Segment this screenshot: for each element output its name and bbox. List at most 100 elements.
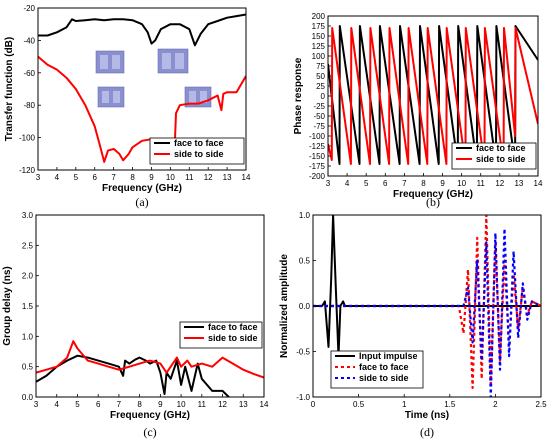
inset-antenna-right [113, 91, 120, 103]
y-tick-label: 0 [321, 92, 326, 101]
x-tick-label: 14 [260, 400, 269, 409]
x-axis-label: Frequency (GHz) [110, 410, 190, 421]
y-axis-label: Transfer function (dB) [4, 37, 15, 141]
x-tick-label: 11 [185, 173, 194, 182]
panel-caption: (a) [135, 195, 148, 209]
y-tick-label: -40 [23, 36, 35, 45]
x-tick-label: 9 [158, 400, 163, 409]
x-tick-label: 8 [130, 173, 135, 182]
y-axis-label: Phase response [293, 57, 304, 134]
series-line-side-to-side [328, 27, 538, 165]
legend-label: side to side [208, 333, 258, 343]
x-tick-label: 5 [75, 400, 80, 409]
x-tick-label: 2.5 [535, 400, 547, 409]
y-tick-label: -100 [19, 134, 36, 143]
x-tick-label: 1 [402, 400, 407, 409]
legend-label: side to side [476, 154, 526, 164]
y-tick-label: 50 [316, 72, 325, 81]
inset-photo-2 [157, 48, 189, 74]
inset-photo-rect [97, 86, 125, 108]
y-tick-label: -0.5 [296, 348, 310, 357]
inset-antenna-right [200, 91, 207, 103]
inset-antenna-left [100, 55, 108, 69]
x-tick-label: 1.5 [444, 400, 456, 409]
y-axis-label: Normalized amplitude [279, 254, 290, 358]
x-tick-label: 2 [493, 400, 498, 409]
x-tick-label: 4 [345, 179, 350, 188]
x-tick-label: 13 [514, 179, 523, 188]
y-tick-label: -50 [313, 112, 325, 121]
y-tick-label: 2.5 [22, 241, 34, 250]
inset-antenna-left [162, 53, 171, 69]
x-tick-label: 0 [311, 400, 316, 409]
series-line-side-to-side [313, 227, 541, 397]
series-line-face-to-face [36, 354, 230, 397]
x-tick-label: 9 [149, 173, 154, 182]
x-axis-label: Frequency (GHz) [393, 189, 473, 200]
y-tick-label: -20 [23, 4, 35, 13]
y-tick-label: 125 [312, 42, 326, 51]
y-tick-label: 175 [312, 22, 326, 31]
x-tick-label: 0.5 [353, 400, 365, 409]
y-tick-label: 0.0 [22, 393, 34, 402]
inset-photo-1 [95, 50, 125, 74]
legend-label: side to side [359, 373, 409, 383]
panel-caption: (d) [420, 425, 434, 439]
x-tick-label: 4 [55, 400, 60, 409]
inset-antenna-left [102, 91, 109, 103]
plot-frame [35, 214, 265, 398]
y-tick-label: -25 [313, 102, 325, 111]
legend-label: face to face [359, 362, 409, 372]
x-tick-label: 7 [117, 400, 122, 409]
legend-box [330, 350, 424, 389]
plot-frame [37, 7, 247, 171]
y-tick-label: -125 [309, 142, 326, 151]
y-tick-label: -80 [23, 101, 35, 110]
y-tick-label: 100 [312, 52, 326, 61]
x-tick-label: 4 [55, 173, 60, 182]
y-tick-label: -150 [309, 152, 326, 161]
panel-caption: (c) [143, 425, 156, 439]
panel-caption: (b) [426, 195, 440, 209]
x-tick-label: 7 [402, 179, 407, 188]
x-tick-label: 14 [242, 173, 251, 182]
y-tick-label: 200 [312, 12, 326, 21]
x-tick-label: 6 [96, 400, 101, 409]
x-tick-label: 12 [495, 179, 504, 188]
x-tick-label: 10 [457, 179, 466, 188]
x-tick-label: 11 [198, 400, 207, 409]
x-axis-label: Frequency (GHz) [102, 183, 182, 194]
x-tick-label: 5 [74, 173, 79, 182]
inset-antenna-right [112, 55, 120, 69]
x-tick-label: 3 [326, 179, 331, 188]
y-tick-label: -175 [309, 162, 326, 171]
x-tick-label: 10 [166, 173, 175, 182]
y-tick-label: -75 [313, 122, 325, 131]
x-tick-label: 6 [383, 179, 388, 188]
x-tick-label: 14 [534, 179, 543, 188]
x-tick-label: 3 [34, 400, 39, 409]
y-tick-label: 0.0 [299, 302, 311, 311]
chart-panel-c: 3 4 5 6 7 8 9 10 11 12 13 14 0.0 0.5 1.0 1.5 2.0 2.5 3.0 Fr… [2, 211, 269, 439]
legend-label: side to side [174, 149, 224, 159]
y-tick-label: 0.5 [22, 363, 34, 372]
x-tick-label: 3 [36, 173, 41, 182]
inset-antenna-right [175, 53, 184, 69]
y-tick-label: 3.0 [22, 211, 34, 220]
y-tick-label: -100 [309, 132, 326, 141]
y-tick-label: -120 [19, 166, 36, 175]
y-tick-label: 2.0 [22, 272, 34, 281]
inset-antenna-left [189, 91, 196, 103]
legend-label: face to face [476, 143, 526, 153]
legend-label: Input impulse [359, 351, 418, 361]
x-tick-label: 8 [137, 400, 142, 409]
y-tick-label: 25 [316, 82, 325, 91]
x-tick-label: 13 [239, 400, 248, 409]
chart-panel-a: 3 4 5 6 7 8 9 10 11 12 13 14 -120 -100 -80 -60 -40 -20 Fre… [4, 4, 251, 209]
x-tick-label: 12 [218, 400, 227, 409]
y-tick-label: -60 [23, 69, 35, 78]
